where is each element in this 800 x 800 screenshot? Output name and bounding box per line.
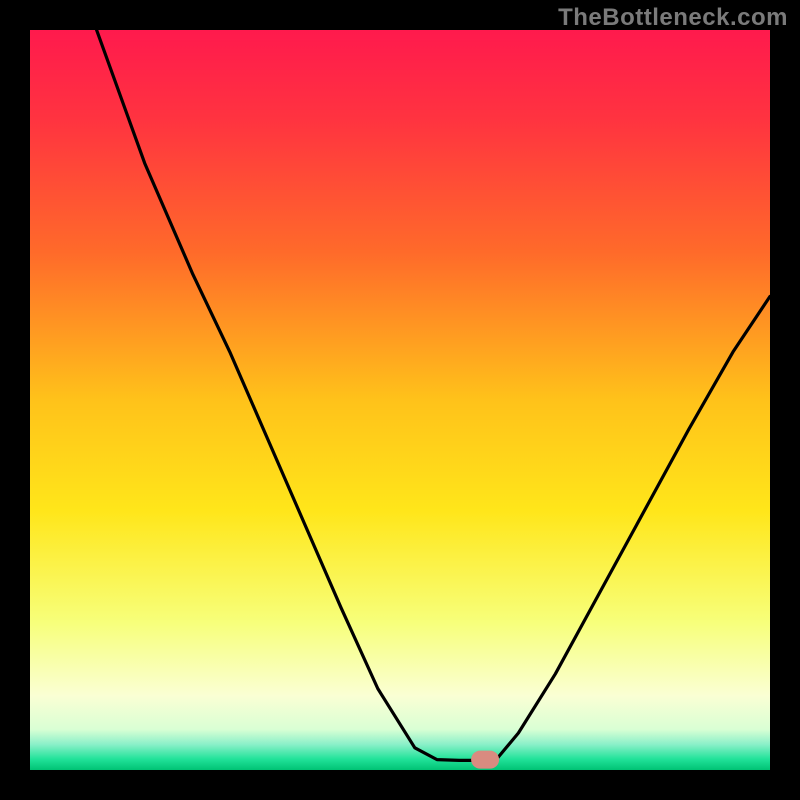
watermark-text: TheBottleneck.com xyxy=(558,4,788,32)
chart-svg xyxy=(30,30,770,770)
chart-frame: { "watermark": { "text": "TheBottleneck.… xyxy=(0,0,800,800)
optimal-marker xyxy=(471,751,499,769)
plot-area xyxy=(30,30,770,770)
gradient-background xyxy=(30,30,770,770)
